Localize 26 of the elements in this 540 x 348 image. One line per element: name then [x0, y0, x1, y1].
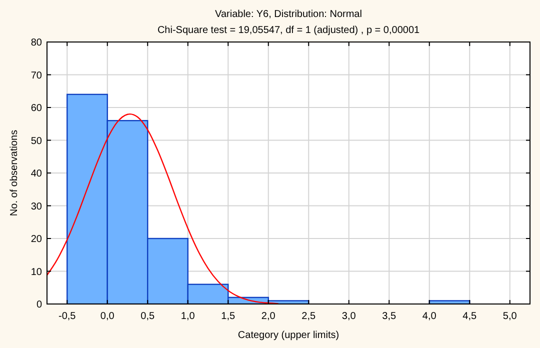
- x-tick-label: 3,0: [342, 311, 356, 322]
- y-tick-label: 0: [36, 300, 42, 310]
- x-tick-label: 4,0: [422, 311, 437, 322]
- y-tick-label: 50: [30, 136, 42, 147]
- y-tick-label: 80: [30, 38, 42, 48]
- x-tick-label: -0,5: [58, 311, 76, 322]
- x-tick-label: 0,0: [100, 311, 115, 322]
- y-tick-label: 60: [30, 103, 42, 114]
- y-tick-label: 30: [30, 201, 42, 212]
- x-tick-label: 1,0: [180, 311, 196, 322]
- y-tick-label: 10: [30, 266, 42, 278]
- x-tick-label: 0,5: [140, 311, 156, 322]
- x-tick-label: 2,0: [261, 311, 276, 322]
- x-axis-title: Category (upper limits): [238, 330, 340, 341]
- y-axis-title: No. of observations: [9, 130, 20, 216]
- y-tick-label: 40: [30, 168, 42, 180]
- y-tick-label: 20: [30, 234, 42, 245]
- x-tick-label: 1,5: [221, 311, 236, 322]
- y-tick-label: 70: [30, 70, 42, 82]
- x-tick-label: 3,5: [382, 311, 397, 322]
- line-series: [47, 113, 280, 304]
- x-tick-label: 5,0: [502, 311, 518, 322]
- chart-subtitle: Chi-Square test = 19,05547, df = 1 (adjusted) , p = 0,00001: [157, 25, 420, 36]
- x-tick-label: 2,5: [302, 311, 316, 322]
- x-tick-label: 4,5: [462, 311, 478, 322]
- chart-title: Variable: Y6, Distribution: Normal: [215, 9, 362, 20]
